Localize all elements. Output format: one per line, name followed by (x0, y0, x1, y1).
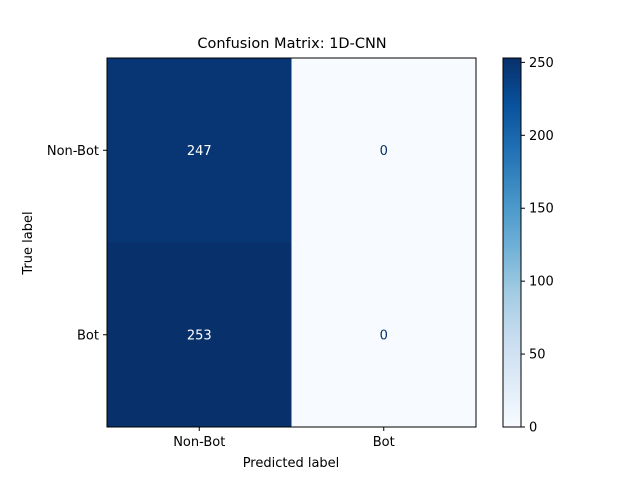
colorbar-tick-label: 150 (529, 202, 554, 217)
matrix-value-0-1: 0 (380, 144, 388, 159)
x-tick-label: Non-Bot (173, 435, 225, 450)
x-axis-label: Predicted label (243, 456, 340, 471)
matrix-value-1-0: 253 (187, 328, 212, 343)
colorbar-tick-label: 0 (529, 421, 537, 436)
y-tick-label: Bot (77, 328, 99, 343)
colorbar-tick-label: 100 (529, 275, 554, 290)
matrix-cell-0-0 (107, 58, 292, 243)
chart-title: Confusion Matrix: 1D-CNN (197, 36, 386, 52)
matrix-cells (107, 58, 476, 427)
matrix-frame (106, 57, 477, 428)
x-axis-ticks: Non-Bot Bot (173, 427, 395, 450)
y-axis-ticks: Non-Bot Bot (47, 144, 107, 343)
x-tick-label: Bot (373, 435, 395, 450)
colorbar-tick-label: 250 (529, 56, 554, 71)
y-tick-label: Non-Bot (47, 144, 99, 159)
y-axis-label: True label (21, 211, 36, 275)
colorbar-ticks: 0 50 100 150 200 250 (521, 56, 554, 436)
matrix-cell-labels: 247 0 253 0 (187, 144, 388, 344)
colorbar-tick-label: 200 (529, 129, 554, 144)
matrix-value-0-0: 247 (187, 144, 212, 159)
matrix-cell-1-1 (291, 242, 476, 427)
colorbar-tick-label: 50 (529, 348, 546, 363)
colorbar (502, 57, 522, 428)
matrix-cell-0-1 (291, 58, 476, 243)
matrix-value-1-1: 0 (380, 328, 388, 343)
matrix-cell-1-0 (107, 242, 292, 427)
